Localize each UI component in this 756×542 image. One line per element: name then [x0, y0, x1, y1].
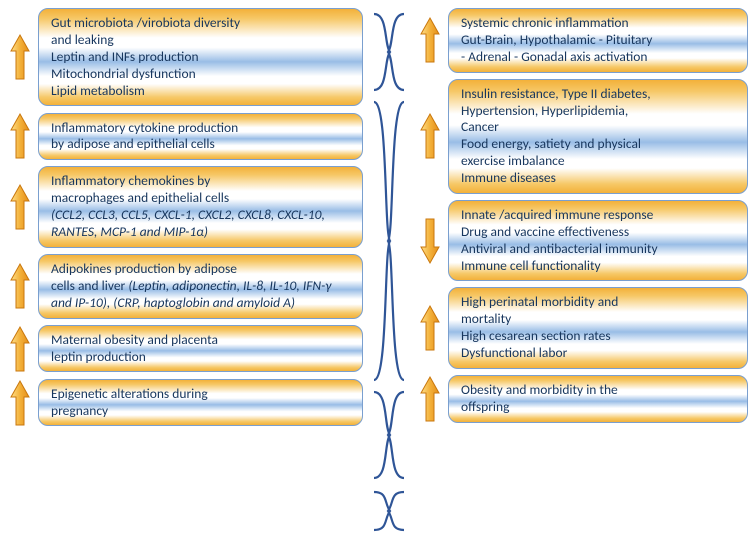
- text: Antiviral and antibacterial immunity: [461, 240, 658, 257]
- right-box-3: High perinatal morbidity and mortality H…: [448, 287, 748, 369]
- brace-connector: [370, 490, 408, 532]
- left-box-1: Inflammatory cytokine production by adip…: [38, 113, 363, 161]
- text: macrophages and epithelial cells: [51, 189, 229, 206]
- up-arrow-icon: [418, 79, 442, 194]
- text: Innate /acquired immune response: [461, 206, 653, 223]
- text: Adipokines production by adipose: [51, 260, 237, 277]
- text: cells and liver: [51, 277, 125, 294]
- right-box-0: Systemic chronic inflammation Gut-Brain,…: [448, 8, 748, 73]
- text: mortality: [461, 310, 511, 327]
- left-box-5: Epigenetic alterations during pregnancy: [38, 379, 363, 427]
- right-box-2: Innate /acquired immune response Drug an…: [448, 200, 748, 282]
- text: pregnancy: [51, 402, 108, 419]
- text: Immune cell functionality: [461, 257, 601, 274]
- up-arrow-icon: [8, 379, 32, 427]
- up-arrow-icon: [8, 325, 32, 373]
- left-box-3: Adipokines production by adipose cells a…: [38, 254, 363, 319]
- left-box-4: Maternal obesity and placenta leptin pro…: [38, 325, 363, 373]
- left-row-5: Epigenetic alterations during pregnancy: [8, 379, 363, 427]
- text: Hypertension, Hyperlipidemia,: [461, 102, 628, 119]
- left-row-4: Maternal obesity and placenta leptin pro…: [8, 325, 363, 373]
- text: Epigenetic alterations during: [51, 385, 208, 402]
- text: Dysfunctional labor: [461, 344, 567, 361]
- right-column: Systemic chronic inflammation Gut-Brain,…: [418, 8, 748, 534]
- left-box-0: Gut microbiota /virobiota diversity and …: [38, 8, 363, 106]
- up-arrow-icon: [418, 375, 442, 423]
- text: High perinatal morbidity and: [461, 293, 618, 310]
- text: Gut-Brain, Hypothalamic - Pituitary: [461, 31, 652, 48]
- text: Inflammatory chemokines by: [51, 172, 210, 189]
- up-arrow-icon: [8, 112, 32, 160]
- up-arrow-icon: [418, 8, 442, 73]
- right-row-1: Insulin resistance, Type II diabetes, Hy…: [418, 79, 748, 194]
- right-row-0: Systemic chronic inflammation Gut-Brain,…: [418, 8, 748, 73]
- italic-text: (CCL2, CCL3, CCL5, CXCL-1, CXCL2, CXCL8,…: [51, 206, 325, 240]
- right-row-3: High perinatal morbidity and mortality H…: [418, 287, 748, 369]
- up-arrow-icon: [8, 8, 32, 106]
- text: Obesity and morbidity in the: [461, 381, 618, 398]
- right-box-1: Insulin resistance, Type II diabetes, Hy…: [448, 79, 748, 194]
- right-box-4: Obesity and morbidity in the offspring: [448, 375, 748, 423]
- text: by adipose and epithelial cells: [51, 135, 215, 152]
- left-column: Gut microbiota /virobiota diversity and …: [8, 8, 363, 534]
- left-row-0: Gut microbiota /virobiota diversity and …: [8, 8, 363, 106]
- text: Systemic chronic inflammation: [461, 14, 629, 31]
- right-row-2: Innate /acquired immune response Drug an…: [418, 200, 748, 282]
- left-row-1: Inflammatory cytokine production by adip…: [8, 112, 363, 160]
- text: leptin production: [51, 348, 146, 365]
- text: Gut microbiota /virobiota diversity: [51, 14, 240, 31]
- text: Mitochondrial dysfunction: [51, 65, 196, 82]
- brace-connector: [370, 12, 408, 92]
- down-arrow-icon: [418, 200, 442, 282]
- brace-connector: [370, 100, 408, 382]
- text: and leaking: [51, 31, 114, 48]
- text: offspring: [461, 398, 509, 415]
- text: - Adrenal - Gonadal axis activation: [461, 48, 647, 65]
- text: Inflammatory cytokine production: [51, 119, 238, 136]
- left-box-2: Inflammatory chemokines by macrophages a…: [38, 166, 363, 248]
- up-arrow-icon: [8, 254, 32, 319]
- text: Maternal obesity and placenta: [51, 331, 218, 348]
- text: Cancer: [461, 118, 499, 135]
- text: Immune diseases: [461, 169, 556, 186]
- text: High cesarean section rates: [461, 327, 611, 344]
- up-arrow-icon: [418, 287, 442, 369]
- text: Leptin and INFs production: [51, 48, 199, 65]
- up-arrow-icon: [8, 166, 32, 248]
- brace-connector: [370, 390, 408, 480]
- text: exercise imbalance: [461, 152, 565, 169]
- right-row-4: Obesity and morbidity in the offspring: [418, 375, 748, 423]
- left-row-2: Inflammatory chemokines by macrophages a…: [8, 166, 363, 248]
- text: Insulin resistance, Type II diabetes,: [461, 85, 651, 102]
- text: Food energy, satiety and physical: [461, 135, 641, 152]
- text: Drug and vaccine effectiveness: [461, 223, 629, 240]
- left-row-3: Adipokines production by adipose cells a…: [8, 254, 363, 319]
- text: Lipid metabolism: [51, 82, 145, 99]
